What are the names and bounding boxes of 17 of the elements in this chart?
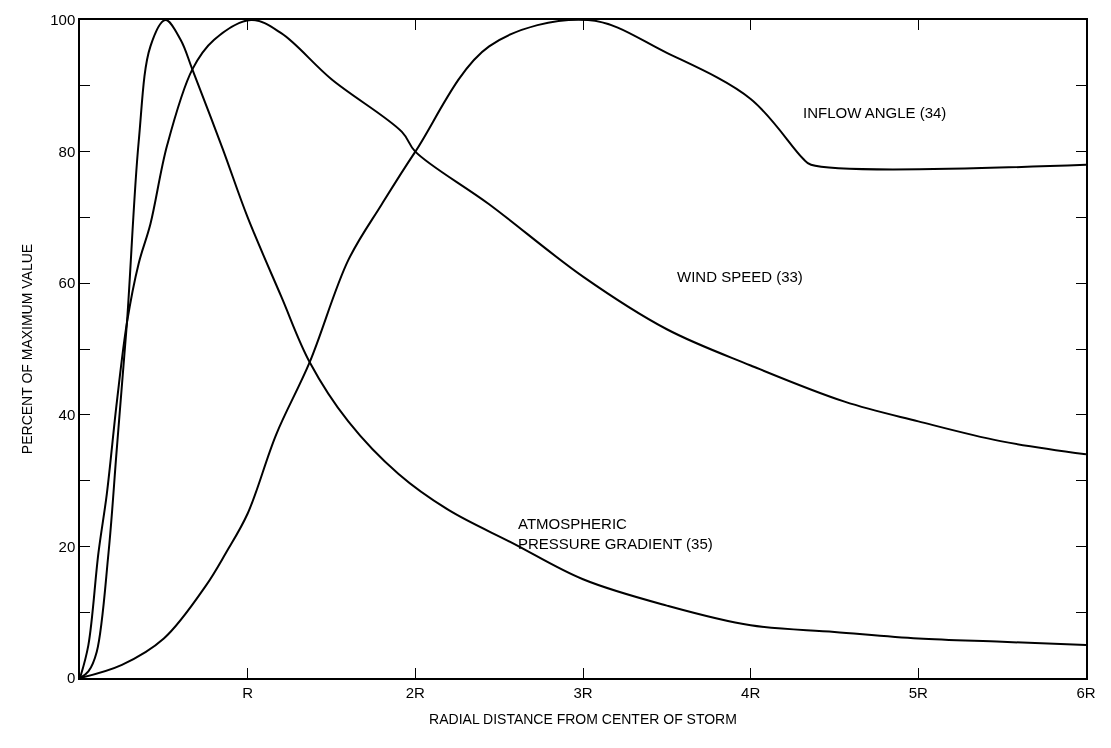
y-tick-label: 40 xyxy=(58,406,76,424)
y-tick-label: 80 xyxy=(58,142,76,160)
x-tick-label: 3R xyxy=(573,683,593,701)
x-tick-label: R xyxy=(242,683,254,701)
text: WIND SPEED (33) xyxy=(677,268,803,285)
x-tick-label: 6R xyxy=(1076,683,1096,701)
x-tick-label: 2R xyxy=(405,683,426,701)
y-tick-label: 100 xyxy=(50,11,76,29)
x-tick-label: 5R xyxy=(908,683,929,701)
series-label: INFLOW ANGLE (34) xyxy=(803,104,947,121)
y-tick-label: 0 xyxy=(66,669,76,687)
y-axis-title: PERCENT OF MAXIMUM VALUE xyxy=(19,243,36,455)
x-tick-label: 4R xyxy=(741,683,761,701)
y-tick-label: 20 xyxy=(58,537,76,555)
series-label: ATMOSPHERIC PRESSURE GRADIENT (35) xyxy=(518,515,713,552)
x-axis-title: RADIAL DISTANCE FROM CENTER OF STORM xyxy=(429,710,737,727)
y-tick-label: 60 xyxy=(58,274,76,292)
